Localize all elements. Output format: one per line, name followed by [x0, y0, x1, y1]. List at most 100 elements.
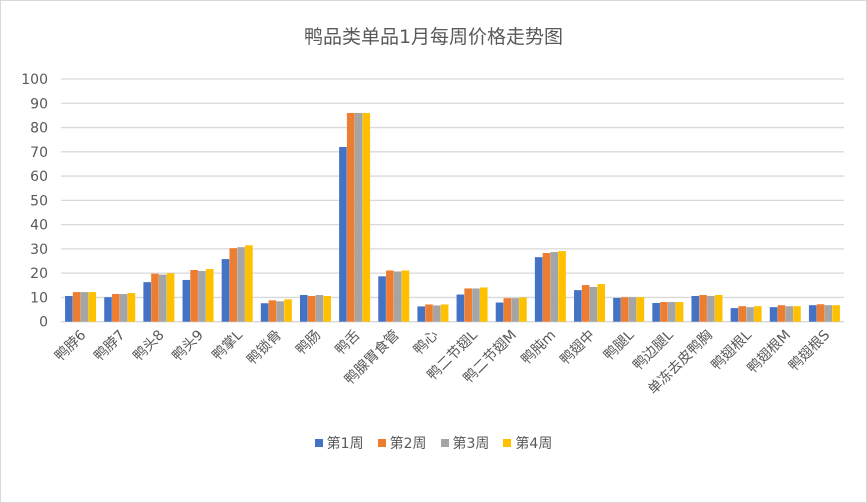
bar[interactable]: [534, 257, 543, 322]
bar[interactable]: [542, 253, 551, 322]
bar[interactable]: [738, 306, 747, 322]
bar[interactable]: [589, 286, 598, 322]
bar[interactable]: [72, 292, 81, 322]
bar[interactable]: [714, 295, 723, 322]
bar[interactable]: [816, 304, 825, 322]
bar[interactable]: [104, 297, 112, 322]
bar[interactable]: [260, 303, 269, 322]
bar[interactable]: [785, 306, 793, 322]
bar[interactable]: [636, 297, 645, 322]
bar[interactable]: [65, 295, 73, 322]
x-tick-label: 鸭心: [411, 327, 442, 358]
bar[interactable]: [221, 259, 230, 322]
bar[interactable]: [80, 292, 89, 322]
bar[interactable]: [440, 304, 449, 322]
bar[interactable]: [362, 112, 371, 322]
bar[interactable]: [237, 247, 245, 322]
bar[interactable]: [503, 298, 512, 322]
y-tick-label: 80: [30, 121, 48, 137]
bar[interactable]: [707, 295, 715, 322]
bar[interactable]: [378, 276, 386, 322]
bar[interactable]: [198, 270, 206, 322]
bar[interactable]: [746, 307, 754, 322]
bar[interactable]: [284, 299, 292, 322]
bar[interactable]: [464, 288, 472, 322]
bar[interactable]: [808, 305, 817, 322]
bar[interactable]: [479, 287, 488, 322]
legend-item-week2[interactable]: 第2周: [377, 433, 427, 453]
y-tick-label: 40: [30, 218, 48, 234]
bar[interactable]: [769, 307, 778, 322]
y-tick-label: 100: [21, 72, 48, 88]
bar[interactable]: [88, 292, 97, 322]
bar[interactable]: [613, 297, 621, 322]
bar[interactable]: [425, 304, 433, 322]
bar[interactable]: [691, 295, 700, 322]
bar[interactable]: [229, 248, 238, 322]
bar[interactable]: [824, 305, 833, 322]
bar[interactable]: [699, 295, 707, 322]
legend-item-week4[interactable]: 第4周: [503, 433, 552, 453]
bar[interactable]: [511, 298, 519, 322]
bar[interactable]: [472, 288, 480, 322]
bar[interactable]: [675, 302, 684, 322]
x-tick-label: 鸭掌L: [209, 327, 246, 364]
bar[interactable]: [667, 302, 676, 322]
bar[interactable]: [158, 274, 167, 322]
bar[interactable]: [417, 306, 426, 322]
bar[interactable]: [393, 271, 402, 322]
bar[interactable]: [581, 285, 590, 322]
x-tick-label: 鸭腿L: [601, 327, 638, 364]
bar[interactable]: [143, 282, 151, 322]
bar[interactable]: [299, 295, 308, 322]
x-tick-label: 鸭脖6: [52, 327, 89, 364]
bar[interactable]: [754, 306, 762, 322]
bar[interactable]: [205, 269, 214, 322]
bar[interactable]: [652, 303, 660, 322]
legend-item-week1[interactable]: 第1周: [314, 433, 364, 453]
chart-legend: 第1周 第2周 第3周 第4周: [0, 433, 867, 453]
bar[interactable]: [550, 252, 559, 322]
bar[interactable]: [323, 295, 331, 322]
bar[interactable]: [597, 284, 606, 322]
bar[interactable]: [190, 270, 198, 322]
bar[interactable]: [620, 297, 629, 322]
bar[interactable]: [495, 302, 504, 322]
bar[interactable]: [558, 251, 566, 322]
bar[interactable]: [456, 294, 465, 322]
bar[interactable]: [166, 273, 175, 322]
bar[interactable]: [628, 297, 637, 322]
legend-item-week3[interactable]: 第3周: [440, 433, 490, 453]
bar[interactable]: [793, 306, 801, 322]
bar[interactable]: [346, 112, 355, 322]
x-tick-label: 鸭锁骨: [244, 327, 285, 368]
x-tick-label: 鸭翅根S: [786, 327, 833, 374]
bar[interactable]: [307, 295, 316, 322]
bar[interactable]: [401, 270, 410, 322]
x-tick-label: 鸭脖7: [91, 327, 128, 364]
bar[interactable]: [519, 297, 527, 322]
bar[interactable]: [730, 308, 739, 322]
legend-label: 第3周: [452, 436, 490, 452]
bar[interactable]: [182, 279, 191, 322]
bar[interactable]: [386, 270, 394, 322]
bar[interactable]: [832, 305, 840, 322]
bar[interactable]: [151, 273, 159, 322]
bar[interactable]: [112, 294, 120, 322]
bar[interactable]: [660, 302, 668, 322]
bar[interactable]: [777, 305, 786, 322]
bar[interactable]: [268, 300, 277, 322]
bar[interactable]: [119, 294, 128, 322]
bar[interactable]: [354, 112, 363, 322]
bar[interactable]: [339, 146, 347, 322]
bar[interactable]: [433, 305, 441, 322]
bar[interactable]: [574, 290, 582, 322]
legend-label: 第2周: [389, 436, 427, 452]
bar[interactable]: [127, 293, 136, 322]
y-tick-label: 60: [30, 169, 48, 185]
chart-title: 鸭品类单品1月每周价格走势图: [303, 26, 564, 48]
bar[interactable]: [315, 295, 324, 322]
bar[interactable]: [276, 301, 285, 322]
bar[interactable]: [245, 245, 253, 322]
